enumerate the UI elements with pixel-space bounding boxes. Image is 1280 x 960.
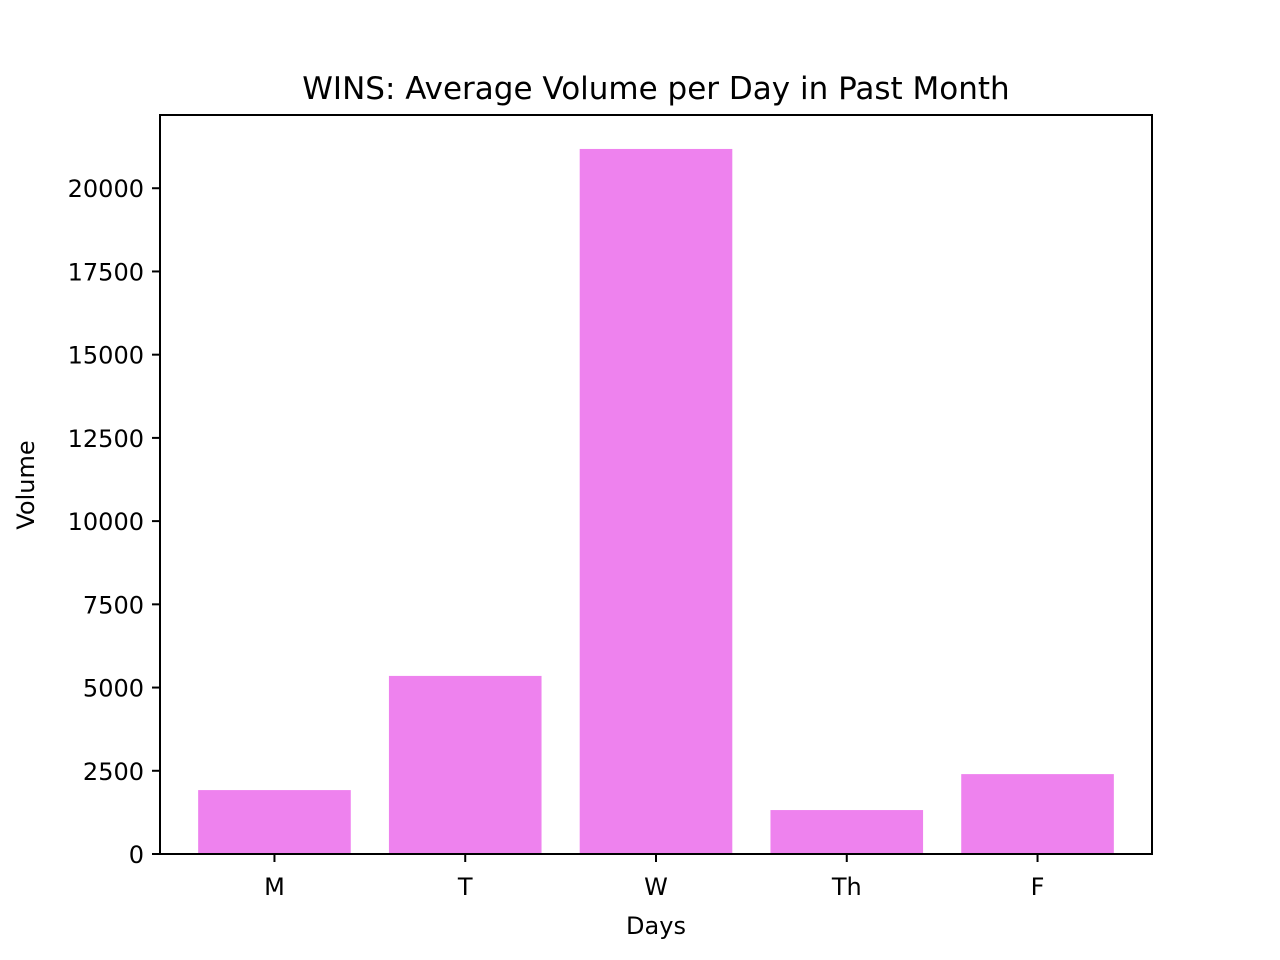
- x-axis-ticks: M T W Th F: [264, 854, 1044, 901]
- y-tick-label: 7500: [83, 591, 144, 619]
- x-tick-label: M: [264, 873, 285, 901]
- y-tick-label: 5000: [83, 675, 144, 703]
- y-tick-label: 17500: [68, 258, 144, 286]
- bar-th: [770, 810, 924, 854]
- y-tick-label: 15000: [68, 342, 144, 370]
- y-tick-label: 10000: [68, 508, 144, 536]
- y-axis-ticks: 0 2500 5000 7500 10000 12500 15000 17500 20000: [68, 175, 160, 869]
- plot-frame: [159, 114, 1153, 855]
- x-tick-label: T: [457, 873, 473, 901]
- x-tick-label: F: [1031, 873, 1045, 901]
- x-tick-label: Th: [831, 873, 862, 901]
- x-tick-label: W: [644, 873, 668, 901]
- bar-w: [579, 148, 733, 855]
- chart-title: WINS: Average Volume per Day in Past Mon…: [302, 71, 1009, 107]
- y-tick-label: 0: [129, 841, 144, 869]
- y-axis-label: Volume: [12, 440, 40, 529]
- x-axis-label: Days: [626, 912, 686, 940]
- y-tick-label: 12500: [68, 425, 144, 453]
- bar-t: [388, 675, 542, 854]
- y-tick-label: 20000: [68, 175, 144, 203]
- bar-f: [961, 774, 1114, 854]
- bars-group: [198, 148, 1114, 855]
- y-tick-label: 2500: [83, 758, 144, 786]
- bar-m: [198, 790, 351, 854]
